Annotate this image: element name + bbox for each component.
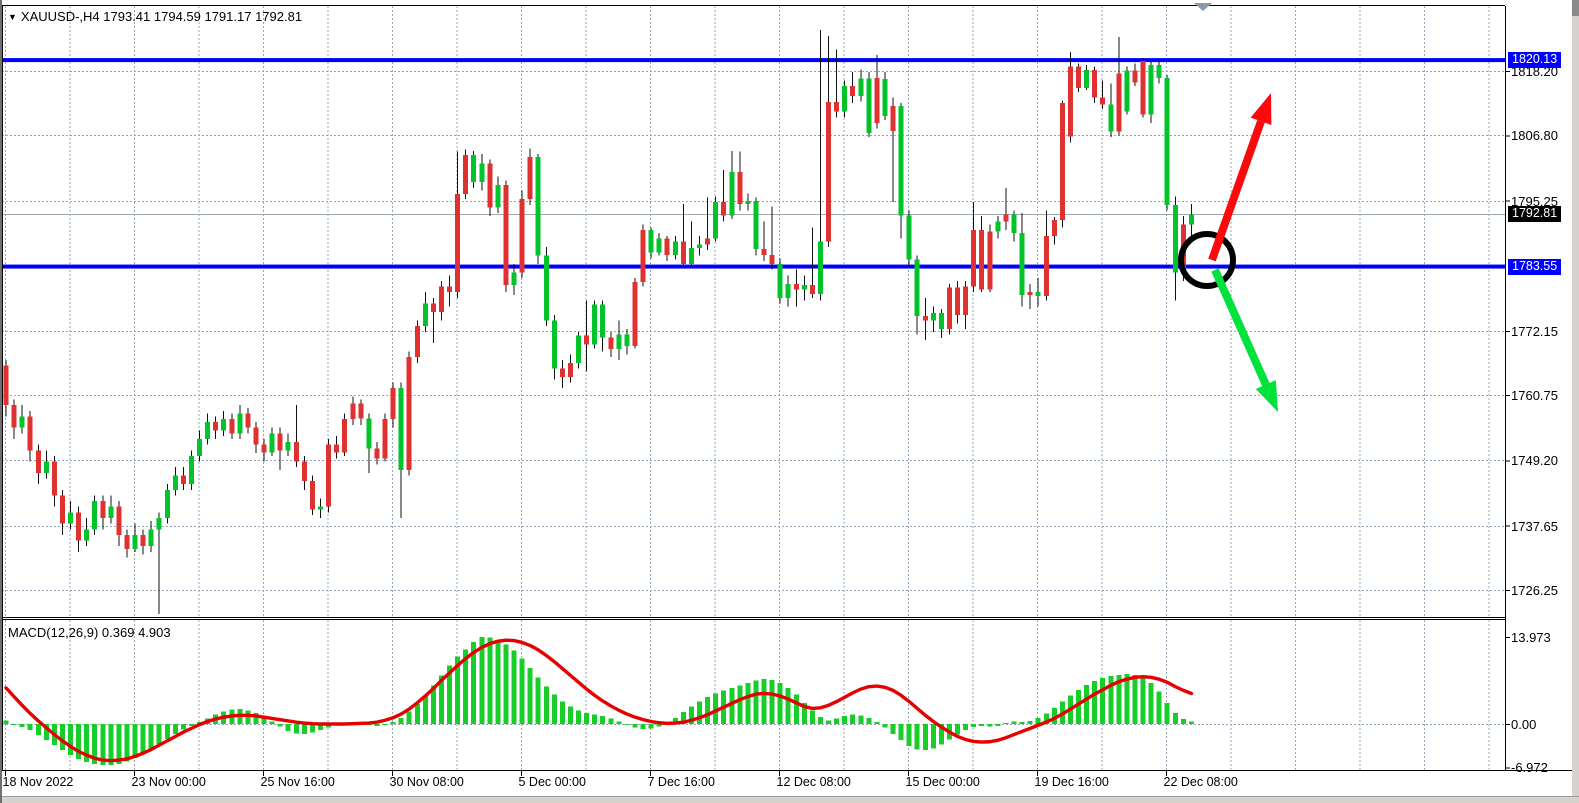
window-status-strip [0, 796, 1579, 803]
time-tick-label: 5 Dec 00:00 [518, 775, 586, 789]
macd-tick-label: -6.972 [1511, 760, 1548, 776]
price-tick-label: 1726.25 [1511, 582, 1558, 598]
window-left-edge [0, 0, 2, 803]
time-tick-label: 25 Nov 16:00 [260, 775, 335, 789]
price-tick-label: 1806.80 [1511, 128, 1558, 144]
time-tick-label: 18 Nov 2022 [2, 775, 74, 789]
time-tick-label: 15 Dec 00:00 [905, 775, 980, 789]
macd-tick-label: 0.00 [1511, 717, 1537, 732]
time-tick-label: 23 Nov 00:00 [131, 775, 206, 789]
time-tick-label: 7 Dec 16:00 [647, 775, 715, 789]
price-line-label: 1820.13 [1508, 52, 1562, 69]
time-tick-label: 30 Nov 08:00 [389, 775, 464, 789]
price-tick-label: 1772.15 [1511, 323, 1558, 339]
macd-indicator-label: MACD(12,26,9) 0.369 4.903 [8, 625, 171, 640]
symbol-title: ▼ XAUUSD-,H4 1793.41 1794.59 1791.17 1792… [8, 9, 302, 24]
price-tick-label: 1749.20 [1511, 453, 1558, 469]
time-tick-label: 19 Dec 16:00 [1034, 775, 1109, 789]
scrollbar-cap[interactable] [1572, 0, 1579, 16]
time-tick-label: 22 Dec 08:00 [1163, 775, 1238, 789]
window-right-strip [1572, 0, 1579, 803]
symbol-ohlc-readout: XAUUSD-,H4 1793.41 1794.59 1791.17 1792.… [20, 9, 303, 24]
time-tick-label: 12 Dec 08:00 [776, 775, 851, 789]
price-tick-label: 1737.65 [1511, 518, 1558, 534]
price-tick-label: 1760.75 [1511, 388, 1558, 404]
macd-tick-label: 13.973 [1511, 629, 1551, 645]
price-tick-label: 1795.25 [1511, 193, 1558, 209]
price-line-label: 1792.81 [1508, 206, 1562, 223]
chart-dropdown-icon: ▼ [8, 12, 17, 22]
price-line-label: 1783.55 [1508, 258, 1562, 275]
